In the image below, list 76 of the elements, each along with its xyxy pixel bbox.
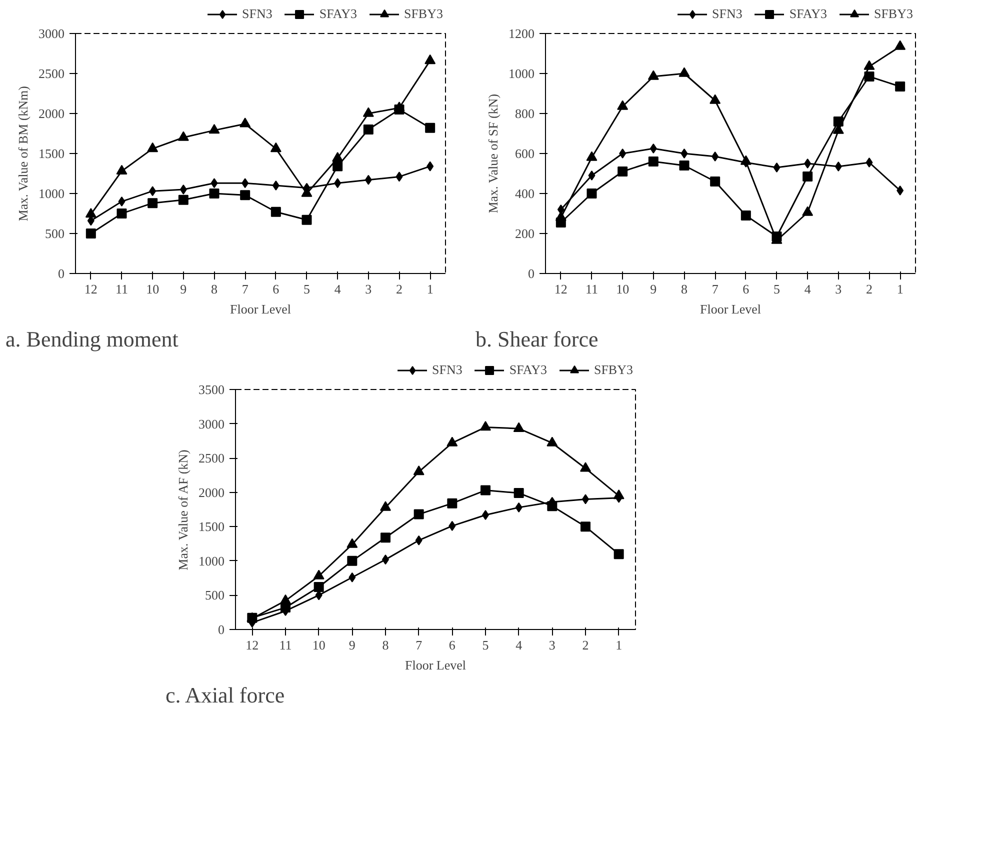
y-tick-label: 1200 [508,26,534,41]
x-tick-label: 1 [616,638,622,652]
x-tick-label: 4 [334,282,342,296]
x-tick-label: 2 [866,282,872,296]
y-tick-label: 500 [45,226,64,241]
y-tick-label: 1000 [198,553,224,568]
x-tick-label: 5 [482,638,489,652]
legend-label: SFAY3 [509,362,547,378]
legend-label: SFN3 [712,6,742,22]
x-tick-label: 11 [279,638,292,652]
x-axis-title: Floor Level [700,302,762,316]
y-tick-label: 1500 [38,146,64,161]
y-tick-label: 0 [218,622,224,637]
y-tick-label: 600 [515,146,534,161]
y-tick-label: 400 [515,186,534,201]
x-tick-label: 11 [115,282,128,296]
y-axis-title: Max. Value of BM (kNm) [16,86,30,222]
y-axis-title: Max. Value of AF (kN) [176,450,190,570]
legend-label: SFAY3 [319,6,357,22]
x-tick-label: 7 [416,638,423,652]
text: b. Shear force [476,326,598,352]
legend-label: SFBY3 [404,6,443,22]
x-tick-label: 6 [272,282,280,296]
y-tick-label: 3000 [38,26,64,41]
x-tick-label: 5 [774,282,780,296]
x-tick-label: 10 [146,282,160,296]
y-tick-label: 200 [515,226,534,241]
y-tick-label: 2000 [38,106,64,121]
x-tick-label: 4 [804,282,812,296]
x-tick-label: 2 [582,638,589,652]
x-tick-label: 8 [382,638,389,652]
x-tick-label: 4 [516,638,523,652]
x-tick-label: 1 [426,282,434,296]
y-tick-label: 500 [205,588,224,603]
legend-label: SFN3 [242,6,272,22]
x-tick-label: 6 [742,282,750,296]
x-tick-label: 10 [312,638,326,652]
legend-label: SFAY3 [789,6,827,22]
x-tick-label: 9 [348,638,356,652]
y-axis-title: Max. Value of SF (kN) [486,94,500,214]
y-tick-label: 1000 [508,66,534,81]
x-tick-label: 12 [84,282,98,296]
x-tick-label: 8 [681,282,688,296]
y-tick-label: 3000 [198,416,224,432]
x-tick-label: 12 [246,638,259,652]
x-tick-label: 8 [211,282,218,296]
x-axis-title: Floor Level [404,658,466,672]
y-tick-label: 2500 [38,66,64,81]
x-tick-label: 6 [448,638,456,652]
y-tick-label: 2500 [198,450,224,466]
text: a. Bending moment [6,326,178,352]
x-axis-title: Floor Level [230,302,292,316]
x-tick-label: 2 [396,282,402,296]
y-tick-label: 1000 [38,186,64,201]
y-tick-label: 800 [515,106,534,121]
y-tick-label: 0 [528,266,534,281]
y-tick-label: 0 [58,266,64,281]
legend-label: SFBY3 [874,6,913,22]
x-tick-label: 3 [365,282,372,296]
x-tick-label: 7 [712,282,719,296]
x-tick-label: 3 [835,282,842,296]
x-tick-label: 9 [180,282,187,296]
legend-label: SFN3 [432,362,462,378]
x-tick-label: 3 [548,638,556,652]
x-tick-label: 12 [554,282,568,296]
x-tick-label: 10 [616,282,630,296]
y-tick-label: 1500 [198,519,224,534]
legend-label: SFBY3 [594,362,633,378]
y-tick-label: 3500 [198,382,224,397]
x-tick-label: 11 [585,282,598,296]
text: c. Axial force [166,682,285,708]
x-tick-label: 9 [650,282,657,296]
x-tick-label: 7 [242,282,249,296]
y-tick-label: 2000 [198,484,224,500]
x-tick-label: 1 [896,282,904,296]
x-tick-label: 5 [304,282,310,296]
